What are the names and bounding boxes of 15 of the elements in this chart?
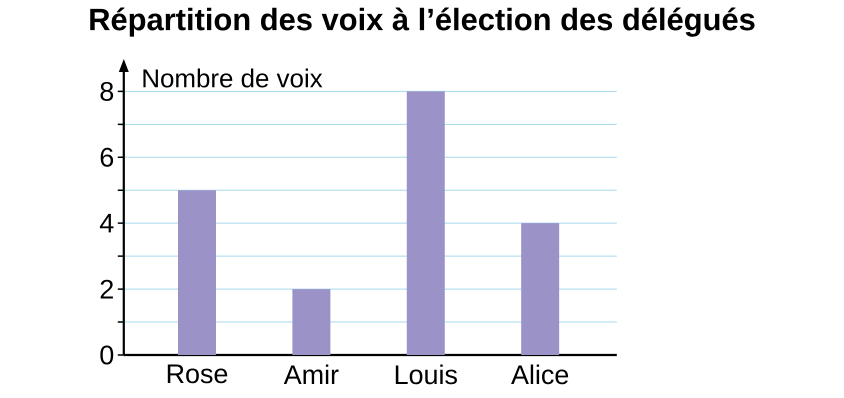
chart-title: Répartition des voix à l’élection des délégués	[90, 8, 755, 37]
y-tick-label: 0	[100, 345, 114, 365]
bar	[521, 223, 560, 355]
x-tick-label: Alice	[511, 364, 568, 384]
bar	[406, 91, 445, 355]
y-tick-label: 6	[100, 148, 114, 167]
y-tick-label: 4	[100, 214, 114, 232]
x-tick-label: Louis	[396, 364, 457, 384]
y-tick-label: 8	[100, 82, 114, 101]
x-tick-label: Rose	[168, 364, 228, 384]
y-tick-label: 2	[100, 280, 113, 298]
bar	[292, 289, 330, 355]
x-tick-label: Amir	[284, 364, 339, 384]
y-axis-title: Nombre de voix	[143, 68, 322, 88]
bar	[178, 190, 216, 355]
